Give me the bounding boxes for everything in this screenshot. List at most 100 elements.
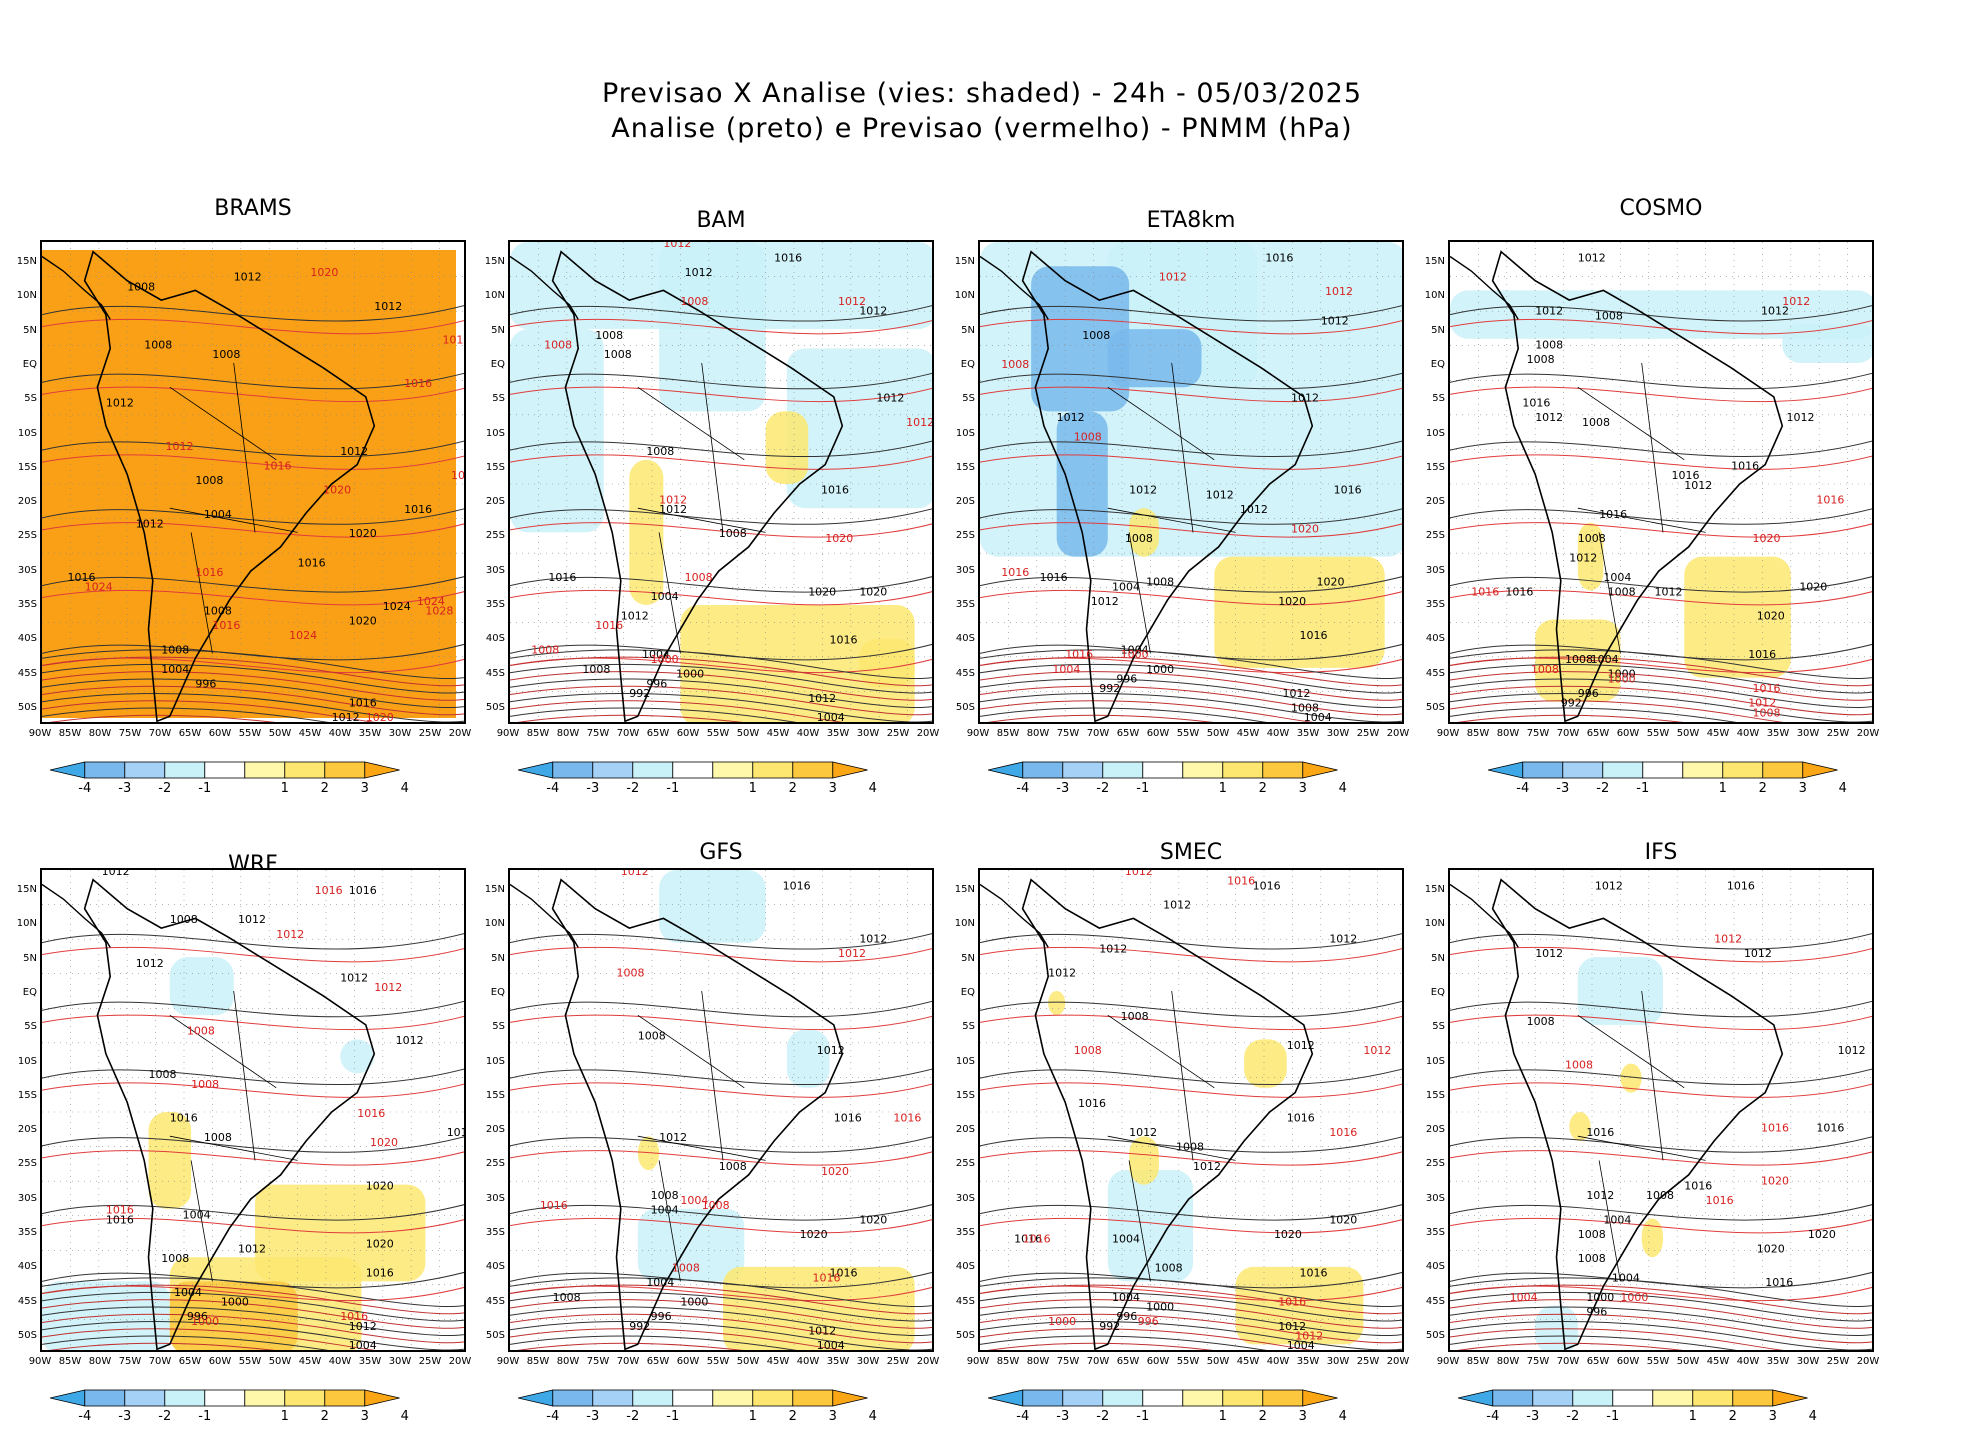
analysis-isobar-label: 1004 [204, 508, 232, 521]
southern-isobar [42, 1321, 464, 1350]
country-border [1577, 1135, 1706, 1161]
south-america-coastline [1491, 878, 1784, 1350]
longitude-label: 25W [1826, 728, 1850, 739]
latitude-label: EQ [960, 986, 975, 998]
southern-isobar [1450, 685, 1872, 716]
southern-isobar [980, 1335, 1267, 1350]
analysis-isobar-label: 1016 [349, 697, 377, 710]
colorbar-swatch [1522, 761, 1564, 779]
forecast-isobar-label: 1020 [821, 1165, 849, 1178]
colorbar-swatch [124, 1389, 166, 1407]
southern-isobar [980, 649, 1402, 679]
longitude-label: 85W [526, 1356, 550, 1367]
colorbar-label: -1 [1136, 1409, 1150, 1424]
longitude-label: 60W [208, 1356, 232, 1367]
colorbar-swatch [712, 1389, 754, 1407]
south-america-coastline [1021, 250, 1314, 722]
analysis-isobar-label: 1004 [1591, 653, 1619, 666]
colorbar-label: 1 [1718, 781, 1727, 796]
positive-bias-area [629, 459, 664, 605]
forecast-isobar-label: 1004 [1510, 1291, 1538, 1304]
southern-isobar [980, 1299, 1402, 1329]
figure-title-line1: Previsao X Analise (vies: shaded) - 24h … [601, 78, 1362, 109]
longitude-label: 20W [1386, 728, 1410, 739]
analysis-isobar [980, 1068, 1402, 1086]
negative-bias-area [1782, 324, 1872, 363]
longitude-label: 80W [1026, 1356, 1050, 1367]
southern-isobar [49, 714, 276, 722]
forecast-isobar-label: 1012 [1125, 870, 1153, 878]
latitude-label: 50S [1425, 701, 1445, 713]
latitude-label: 30S [17, 564, 37, 576]
analysis-isobar-label: 1012 [1684, 479, 1712, 492]
analysis-isobar-label: 1016 [1334, 484, 1362, 497]
forecast-isobar-label: 1016 [1329, 1126, 1357, 1139]
forecast-isobar-label: 1004 [680, 1194, 708, 1207]
map-eta8km: 1016 1012 1008 1012 1012 1016 1012 1012 1012 1008… [978, 240, 1404, 724]
longitude-label: 90W [966, 1356, 990, 1367]
longitude-label: 60W [1616, 728, 1640, 739]
forecast-isobar [980, 386, 1402, 403]
latitude-label: 5S [962, 393, 975, 405]
analysis-isobar-label: 1008 [212, 348, 240, 361]
colorbar-swatch [988, 1389, 1024, 1407]
country-border [169, 386, 277, 461]
analysis-isobar-label: 1012 [659, 1131, 687, 1144]
analysis-isobar-label: 1016 [1731, 459, 1759, 472]
colorbar-swatch [1458, 1389, 1494, 1407]
forecast-isobar-label: 1016 [1278, 1296, 1306, 1309]
latitude-label: 15N [1424, 884, 1445, 895]
analysis-isobar [980, 372, 1402, 390]
forecast-isobar-label: 1020 [323, 484, 351, 497]
analysis-isobar-label: 1008 [1578, 1252, 1606, 1265]
southern-isobar [42, 707, 329, 722]
colorbar-label: 1 [1218, 781, 1227, 796]
longitude-label: 55W [1176, 1356, 1200, 1367]
country-border [1128, 532, 1151, 654]
forecast-isobar [510, 1014, 932, 1031]
forecast-isobar [1450, 589, 1872, 606]
analysis-isobar-label: 992 [629, 1320, 650, 1333]
longitude-label: 75W [118, 728, 142, 739]
forecast-isobar [42, 386, 464, 403]
analysis-isobar-label: 1012 [1654, 585, 1682, 598]
longitude-label: 65W [1116, 1356, 1140, 1367]
analysis-isobar-label: 1008 [638, 1029, 666, 1042]
colorbar-label: -1 [1606, 1409, 1620, 1424]
southern-isobar [1450, 1284, 1872, 1315]
colorbar-swatch [1532, 1389, 1574, 1407]
colorbar-label: 2 [1258, 1409, 1267, 1424]
colorbar-swatch [792, 761, 834, 779]
colorbar-swatch [592, 1389, 634, 1407]
positive-bias-area [1129, 1136, 1159, 1185]
forecast-isobar-label: 1020 [310, 266, 338, 279]
longitude-label: 65W [178, 1356, 202, 1367]
longitude-label: 25W [1826, 1356, 1850, 1367]
country-border [1107, 507, 1236, 533]
colorbar-swatch [1022, 761, 1064, 779]
southern-isobar [980, 1328, 1314, 1350]
analysis-isobar-label: 1016 [170, 1112, 198, 1125]
colorbar-swatch [1062, 761, 1104, 779]
analysis-isobar [510, 508, 932, 525]
colorbar-swatch [1612, 1389, 1654, 1407]
colorbar-swatch [752, 1389, 794, 1407]
southern-isobar [510, 663, 932, 694]
forecast-isobar-label: 1008 [617, 966, 645, 979]
longitude-label: 80W [1496, 728, 1520, 739]
positive-bias-area [1235, 1266, 1364, 1345]
analysis-isobar [42, 508, 464, 525]
forecast-isobar-label: 1000 [191, 1315, 219, 1328]
latitude-label: 40S [17, 633, 37, 645]
longitude-label: 65W [1586, 728, 1610, 739]
analysis-isobar [1450, 440, 1872, 458]
southern-isobar [980, 678, 1402, 709]
analysis-isobar [42, 1000, 464, 1018]
forecast-isobar-label: 1016 [1001, 566, 1029, 579]
colorbar-swatch [244, 1389, 286, 1407]
southern-isobar [510, 1291, 932, 1322]
southern-isobar [49, 1342, 276, 1350]
analysis-isobar-label: 1012 [876, 392, 904, 405]
analysis-isobar-label: 1008 [553, 1291, 581, 1304]
analysis-isobar-label: 1008 [1565, 653, 1593, 666]
